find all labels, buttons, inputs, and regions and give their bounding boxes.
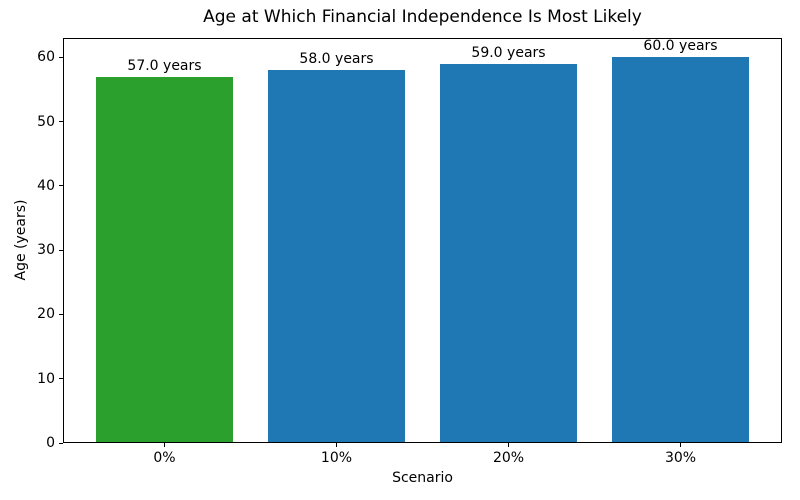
chart-title: Age at Which Financial Independence Is M… bbox=[203, 7, 642, 27]
y-tick-label: 0 bbox=[46, 435, 55, 451]
y-tick-label: 10 bbox=[37, 370, 55, 387]
y-tick-mark bbox=[59, 378, 63, 380]
x-tick-label: 30% bbox=[664, 450, 697, 466]
bar-value-label: 59.0 years bbox=[471, 44, 546, 61]
bar-30% bbox=[611, 57, 750, 443]
y-tick-label: 30 bbox=[37, 242, 55, 259]
x-tick-mark bbox=[163, 443, 165, 447]
y-tick-label: 20 bbox=[37, 306, 55, 323]
y-tick-mark bbox=[59, 56, 63, 58]
y-tick-mark bbox=[59, 313, 63, 315]
y-tick-mark bbox=[59, 249, 63, 251]
x-tick-label: 0% bbox=[153, 450, 176, 466]
bar-0% bbox=[95, 76, 234, 443]
y-axis-label: Age (years) bbox=[13, 199, 29, 281]
y-tick-mark bbox=[59, 442, 63, 444]
bar-10% bbox=[267, 70, 406, 443]
x-tick-mark bbox=[680, 443, 681, 447]
x-axis-label: Scenario bbox=[392, 470, 453, 486]
x-tick-mark bbox=[508, 443, 509, 447]
y-tick-label: 40 bbox=[37, 177, 55, 194]
x-tick-label: 10% bbox=[320, 450, 353, 466]
bar-20% bbox=[439, 63, 578, 443]
y-tick-mark bbox=[59, 121, 63, 123]
y-tick-label: 50 bbox=[37, 113, 55, 130]
bar-value-label: 57.0 years bbox=[127, 57, 202, 74]
y-tick-mark bbox=[59, 185, 63, 187]
bar-value-label: 58.0 years bbox=[299, 51, 374, 68]
y-tick-label: 60 bbox=[37, 49, 55, 66]
x-tick-label: 20% bbox=[492, 450, 525, 466]
bar-value-label: 60.0 years bbox=[643, 38, 718, 55]
x-tick-mark bbox=[335, 443, 337, 447]
